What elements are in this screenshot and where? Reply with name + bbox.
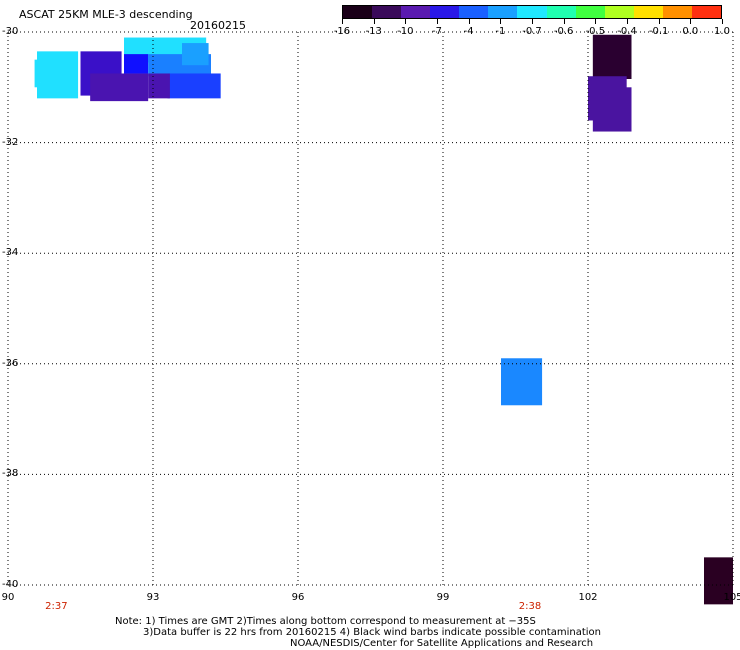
- wind-cell: [148, 73, 170, 99]
- wind-cell: [704, 557, 733, 605]
- color-scale-segment: [691, 6, 722, 18]
- wind-cell: [90, 73, 149, 102]
- color-scale-segment: [343, 6, 373, 18]
- wind-cell: [124, 54, 149, 74]
- color-scale-segment: [633, 6, 663, 18]
- latitude-label: -32: [2, 136, 19, 148]
- color-scale-segment: [401, 6, 431, 18]
- color-scale-label: -0.5: [585, 26, 606, 37]
- color-scale-tick: [563, 19, 565, 24]
- color-scale-segment: [546, 6, 576, 18]
- note-line-1: Note: 1) Times are GMT 2)Times along bot…: [115, 616, 536, 627]
- color-scale-label: 1.0: [714, 26, 730, 37]
- wind-cell: [592, 34, 632, 80]
- color-scale-tick: [690, 19, 692, 24]
- wind-cell: [167, 73, 221, 99]
- color-scale-tick: [437, 19, 438, 24]
- longitude-label: 99: [436, 592, 450, 603]
- longitude-label: 90: [1, 592, 15, 603]
- wind-cell: [182, 43, 209, 66]
- color-scale-label: -0.1: [648, 26, 669, 37]
- latitude-label: -40: [2, 579, 19, 590]
- color-scale-tick: [532, 19, 533, 24]
- color-scale-label: -10: [397, 26, 414, 37]
- note-line-2: 3)Data buffer is 22 hrs from 20160215 4)…: [143, 627, 601, 638]
- wind-cell: [501, 358, 543, 406]
- color-scale-segment: [430, 6, 460, 18]
- color-scale-label: -0.4: [617, 26, 637, 37]
- longitude-label: 102: [578, 592, 598, 603]
- latitude-label: -30: [2, 26, 19, 37]
- longitude-label: 93: [146, 592, 160, 603]
- note-line-3: NOAA/NESDIS/Center for Satellite Applica…: [290, 638, 594, 649]
- color-scale-tick: [658, 19, 660, 24]
- longitude-label: 96: [291, 592, 305, 603]
- color-scale-label: -13: [365, 26, 382, 37]
- longitude-label: 105: [723, 592, 740, 603]
- color-scale-tick: [627, 19, 628, 24]
- color-scale-label: 0.0: [682, 26, 699, 37]
- color-scale-tick: [373, 19, 375, 24]
- color-scale-label: -16: [333, 26, 351, 37]
- latitude-label: -38: [2, 468, 19, 480]
- color-scale-segment: [372, 6, 402, 18]
- product-date: 20160215: [190, 19, 246, 32]
- color-scale-segment: [488, 6, 518, 18]
- color-scale-tick: [405, 19, 407, 24]
- color-scale-segment: [662, 6, 692, 18]
- latitude-label: -36: [2, 357, 19, 369]
- color-scale-tick: [722, 19, 723, 24]
- latitude-label: -34: [2, 247, 19, 259]
- color-scale-tick: [595, 19, 597, 24]
- color-scale-segment: [459, 6, 489, 18]
- color-scale-tick: [500, 19, 502, 24]
- time-label: 2:37: [45, 601, 68, 612]
- color-scale-bar: [342, 5, 722, 19]
- wind-cell: [592, 87, 632, 132]
- wind-cell: [34, 59, 74, 88]
- color-scale-label: -0.6: [553, 26, 574, 37]
- color-scale-segment: [517, 6, 547, 18]
- color-scale-segment: [575, 6, 605, 18]
- color-scale-tick: [342, 19, 343, 24]
- color-scale-segment: [604, 6, 634, 18]
- color-scale-tick: [468, 19, 470, 24]
- time-label: 2:38: [518, 601, 542, 612]
- product-title: ASCAT 25KM MLE-3 descending: [19, 8, 193, 21]
